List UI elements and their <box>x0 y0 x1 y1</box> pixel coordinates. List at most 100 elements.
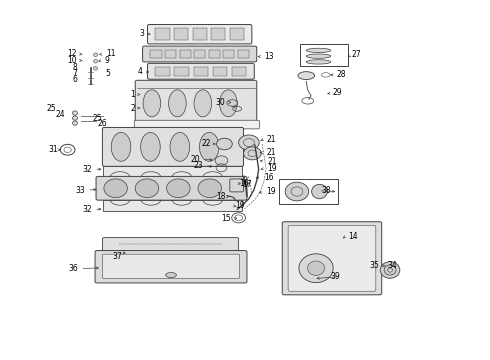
Text: 10: 10 <box>67 56 77 65</box>
Ellipse shape <box>170 132 190 161</box>
Text: 3: 3 <box>140 29 145 38</box>
Text: 38: 38 <box>321 186 331 195</box>
Ellipse shape <box>298 72 315 80</box>
FancyBboxPatch shape <box>102 254 240 279</box>
Text: 16: 16 <box>239 179 249 188</box>
Ellipse shape <box>306 48 331 53</box>
Ellipse shape <box>312 184 327 199</box>
Ellipse shape <box>239 135 259 150</box>
Bar <box>211 28 225 40</box>
Bar <box>165 50 176 58</box>
FancyBboxPatch shape <box>134 120 260 129</box>
Text: 13: 13 <box>265 52 274 61</box>
Bar <box>230 28 244 40</box>
Text: 9: 9 <box>105 56 110 65</box>
Text: 32: 32 <box>82 205 92 214</box>
Text: 6: 6 <box>72 76 77 85</box>
Bar <box>103 166 242 177</box>
Ellipse shape <box>198 179 221 198</box>
Text: 11: 11 <box>106 49 115 58</box>
Bar <box>194 67 208 76</box>
FancyBboxPatch shape <box>96 176 247 200</box>
FancyBboxPatch shape <box>282 222 382 295</box>
Bar <box>279 179 338 204</box>
Ellipse shape <box>166 273 176 278</box>
Text: 8: 8 <box>72 63 77 72</box>
Text: 30: 30 <box>216 98 225 107</box>
Text: 20: 20 <box>190 154 200 163</box>
Text: 21: 21 <box>267 157 276 166</box>
Ellipse shape <box>244 147 261 160</box>
Text: 14: 14 <box>348 232 358 241</box>
Ellipse shape <box>220 90 237 117</box>
Text: 24: 24 <box>55 110 65 119</box>
Text: 16: 16 <box>265 174 274 182</box>
Bar <box>232 67 246 76</box>
FancyBboxPatch shape <box>288 225 376 291</box>
Ellipse shape <box>104 179 127 198</box>
Text: 26: 26 <box>97 119 107 128</box>
Ellipse shape <box>94 53 98 57</box>
Bar <box>238 50 249 58</box>
Text: 29: 29 <box>332 88 342 97</box>
Ellipse shape <box>306 54 331 58</box>
Text: 28: 28 <box>336 71 345 79</box>
Text: 36: 36 <box>69 264 78 273</box>
FancyBboxPatch shape <box>102 238 239 251</box>
Text: 27: 27 <box>352 50 362 59</box>
Text: 34: 34 <box>387 261 397 270</box>
FancyBboxPatch shape <box>135 80 257 125</box>
FancyBboxPatch shape <box>143 46 257 62</box>
Ellipse shape <box>380 262 400 278</box>
Text: 33: 33 <box>75 186 85 194</box>
Text: 19: 19 <box>268 164 277 173</box>
Text: 37: 37 <box>113 252 122 261</box>
Ellipse shape <box>285 182 309 201</box>
FancyBboxPatch shape <box>147 24 252 44</box>
Text: 1: 1 <box>130 90 135 99</box>
Text: 19: 19 <box>267 187 276 196</box>
Ellipse shape <box>199 132 219 161</box>
Bar <box>174 67 189 76</box>
Bar <box>174 28 188 40</box>
Ellipse shape <box>306 60 331 64</box>
Ellipse shape <box>299 254 333 283</box>
Bar <box>155 67 170 76</box>
Text: 7: 7 <box>72 69 77 78</box>
Bar <box>194 50 205 58</box>
FancyBboxPatch shape <box>102 127 244 166</box>
Text: 17: 17 <box>242 180 252 189</box>
Text: 25: 25 <box>47 104 56 112</box>
Ellipse shape <box>141 132 160 161</box>
Text: 18: 18 <box>216 192 225 201</box>
FancyBboxPatch shape <box>95 251 247 283</box>
Bar <box>209 50 220 58</box>
Text: 35: 35 <box>369 261 379 270</box>
Bar <box>103 200 242 211</box>
Ellipse shape <box>215 156 228 165</box>
Ellipse shape <box>73 121 77 125</box>
Text: 25: 25 <box>92 113 102 122</box>
FancyBboxPatch shape <box>147 63 254 79</box>
Ellipse shape <box>94 67 98 70</box>
Text: 32: 32 <box>82 165 92 174</box>
FancyBboxPatch shape <box>230 179 244 192</box>
Ellipse shape <box>308 261 325 275</box>
Text: 23: 23 <box>194 161 203 170</box>
Text: 4: 4 <box>138 68 143 77</box>
Text: 19: 19 <box>235 202 245 210</box>
Bar <box>150 50 162 58</box>
Ellipse shape <box>111 132 131 161</box>
Ellipse shape <box>194 90 212 117</box>
Text: 21: 21 <box>266 135 275 144</box>
Ellipse shape <box>169 90 186 117</box>
Ellipse shape <box>73 111 77 115</box>
Text: 39: 39 <box>330 272 340 281</box>
Ellipse shape <box>73 116 77 120</box>
Ellipse shape <box>167 179 190 198</box>
Ellipse shape <box>143 90 161 117</box>
Text: 15: 15 <box>221 214 231 223</box>
Ellipse shape <box>94 59 98 63</box>
Text: 31: 31 <box>48 145 58 154</box>
Bar <box>223 50 234 58</box>
